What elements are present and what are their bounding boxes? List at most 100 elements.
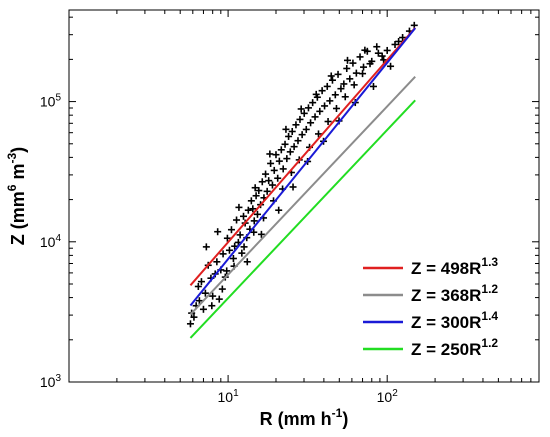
fit-line	[189, 27, 416, 307]
scatter-point	[258, 178, 266, 186]
scatter-point	[391, 40, 399, 48]
scatter-point	[240, 243, 248, 251]
scatter-point	[255, 187, 263, 195]
scatter-point	[262, 170, 270, 178]
scatter-point	[292, 121, 300, 129]
fit-lines	[189, 27, 416, 339]
scatter-point	[257, 230, 265, 238]
legend-entry: Z = 300R1.4	[363, 309, 498, 332]
legend-label: Z = 368R1.2	[411, 282, 498, 305]
legend-label: Z = 498R1.3	[411, 255, 498, 278]
scatter-point	[318, 87, 326, 95]
scatter-point	[249, 205, 257, 213]
scatter-point	[298, 131, 306, 139]
scatter-point	[327, 72, 335, 80]
scatter-point	[231, 242, 239, 250]
scatter-point	[253, 210, 261, 218]
scatter-point	[281, 140, 289, 148]
scatter-point	[361, 46, 369, 54]
scatter-point	[267, 159, 275, 167]
scatter-point	[300, 109, 308, 117]
scatter-point	[307, 119, 315, 127]
scatter-point	[219, 250, 227, 258]
scatter-point	[359, 70, 367, 78]
scatter-point	[243, 258, 251, 266]
scatter-point	[395, 37, 403, 45]
scatter-point	[324, 118, 332, 126]
scatter-point	[197, 278, 205, 286]
scatter-point	[309, 99, 317, 107]
scatter-point	[215, 295, 223, 303]
scatter-point	[399, 34, 407, 42]
scatter-point	[369, 82, 377, 90]
legend-entry: Z = 250R1.2	[363, 336, 498, 359]
scatter-point	[334, 70, 342, 78]
scatter-point	[312, 90, 320, 98]
scatter-point	[288, 127, 296, 135]
scatter-point	[296, 115, 304, 123]
scatter-point	[186, 320, 194, 328]
scatter-point	[268, 181, 276, 189]
scatter-point	[283, 155, 291, 163]
scatter-point	[352, 69, 360, 77]
scatter-point	[328, 76, 336, 84]
scatter-point	[316, 107, 324, 115]
scatter-point	[213, 258, 221, 266]
scatter-point	[346, 75, 354, 83]
scatter-point	[349, 59, 357, 67]
scatter-point	[321, 102, 329, 110]
scatter-point	[240, 212, 248, 220]
scatter-point	[356, 53, 364, 61]
scatter-point	[208, 302, 216, 310]
scatter-point	[343, 56, 351, 64]
scatter-point	[302, 125, 310, 133]
scatter-point	[227, 226, 235, 234]
scatter-point	[250, 217, 258, 225]
scatter-point	[195, 297, 203, 305]
scatter-point	[285, 132, 293, 140]
scatter-point	[250, 228, 258, 236]
y-tick-label: 104	[40, 233, 62, 250]
scatter-point	[236, 231, 244, 239]
scatter-point	[252, 192, 260, 200]
plot-frame	[68, 9, 540, 383]
scatter-point	[199, 305, 207, 313]
scatter-point	[218, 285, 226, 293]
scatter-point	[360, 63, 368, 71]
scatter-point	[266, 150, 274, 158]
scatter-point	[331, 91, 339, 99]
scatter-point	[235, 203, 243, 211]
plot-background	[69, 10, 539, 382]
scatter-point	[223, 267, 231, 275]
scatter-point	[378, 52, 386, 60]
scatter-point	[244, 206, 252, 214]
scatter-point	[366, 60, 374, 68]
scatter-point	[263, 187, 271, 195]
x-tick-label: 102	[377, 388, 399, 405]
legend: Z = 498R1.3 Z = 368R1.2 Z = 300R1.4 Z = 250…	[363, 255, 498, 359]
scatter-point	[326, 97, 334, 105]
scatter-point	[202, 243, 210, 251]
scatter-point	[323, 82, 331, 90]
scatter-point	[304, 104, 312, 112]
scatter-point	[275, 206, 283, 214]
scatter-point	[275, 157, 283, 165]
scatter-point	[201, 289, 209, 297]
x-tick-label: 101	[218, 388, 240, 405]
scatter-point	[332, 104, 340, 112]
scatter-point	[265, 177, 273, 185]
y-tick-label: 103	[40, 373, 62, 390]
y-axis-label: Z (mm6 m-3)	[5, 147, 28, 245]
fit-line	[189, 27, 416, 286]
scatter-point	[373, 43, 381, 51]
scatter-point	[337, 85, 345, 93]
fit-line	[189, 99, 416, 339]
fit-line	[189, 76, 416, 316]
scatter-point	[343, 64, 351, 72]
scatter-point	[274, 174, 282, 182]
scatter-point	[314, 130, 322, 138]
scatter-point	[238, 249, 246, 257]
scatter-point	[311, 113, 319, 121]
scatter-point	[341, 93, 349, 101]
